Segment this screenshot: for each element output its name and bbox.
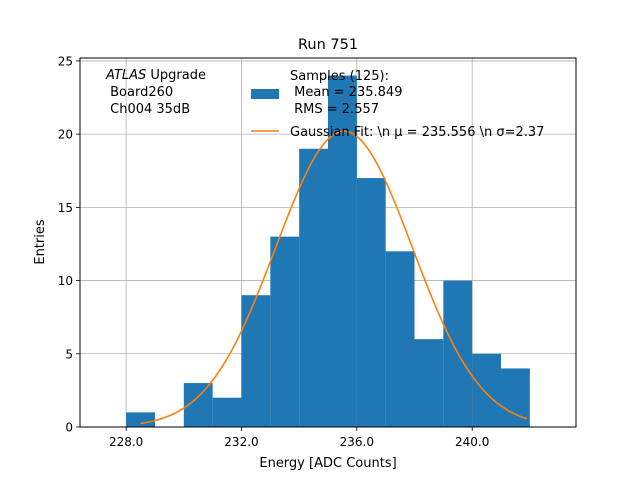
histogram-bars [126,75,530,428]
y-tick-label: 25 [58,54,73,68]
legend-samples-line-2: Mean = 235.849 [290,85,402,100]
x-tick-label: 228.0 [109,435,143,449]
annotation-line-1: ATLAS Upgrade [105,68,206,83]
x-axis-ticks: 228.0 232.0 236.0 240.0 [109,427,489,449]
legend-samples-line-3: RMS = 2.557 [290,102,379,117]
histogram-bar [501,368,530,427]
atlas-annotation: ATLAS Upgrade Board260 Ch004 35dB [105,68,206,117]
plot-frame [79,57,577,428]
annotation-line-3: Ch004 35dB [106,102,190,117]
x-axis-label: Energy [ADC Counts] [259,456,396,471]
y-tick-label: 0 [65,421,73,435]
annotation-upgrade: Upgrade [146,68,206,83]
legend-samples-swatch [251,89,279,99]
histogram-bar [356,178,386,427]
legend-fit-label: Gaussian Fit: \n μ = 235.556 \n σ=2.37 [290,125,544,140]
x-tick-label: 240.0 [455,435,489,449]
histogram-bar [472,353,502,427]
y-axis-ticks: 0 5 10 15 20 25 [58,54,80,435]
y-tick-label: 5 [65,347,73,361]
legend-samples-line-1: Samples (125): [290,69,389,84]
x-tick-label: 236.0 [340,435,374,449]
y-tick-label: 20 [58,128,73,142]
histogram-bar [385,251,415,427]
x-tick-label: 232.0 [224,435,258,449]
y-tick-label: 15 [58,201,73,215]
histogram-bar [126,412,155,427]
histogram-bar [414,339,444,427]
y-tick-label: 10 [58,274,73,288]
histogram-bar [299,148,328,428]
chart-title: Run 751 [298,37,358,53]
gaussian-fit-curve [140,130,528,425]
histogram-bar [212,397,242,427]
histogram-bar [270,236,300,427]
legend: Samples (125): Mean = 235.849 RMS = 2.55… [251,69,544,140]
annotation-atlas: ATLAS [105,68,146,83]
y-axis-label: Entries [33,219,48,265]
histogram-bar [241,295,271,427]
annotation-line-2: Board260 [106,85,173,100]
